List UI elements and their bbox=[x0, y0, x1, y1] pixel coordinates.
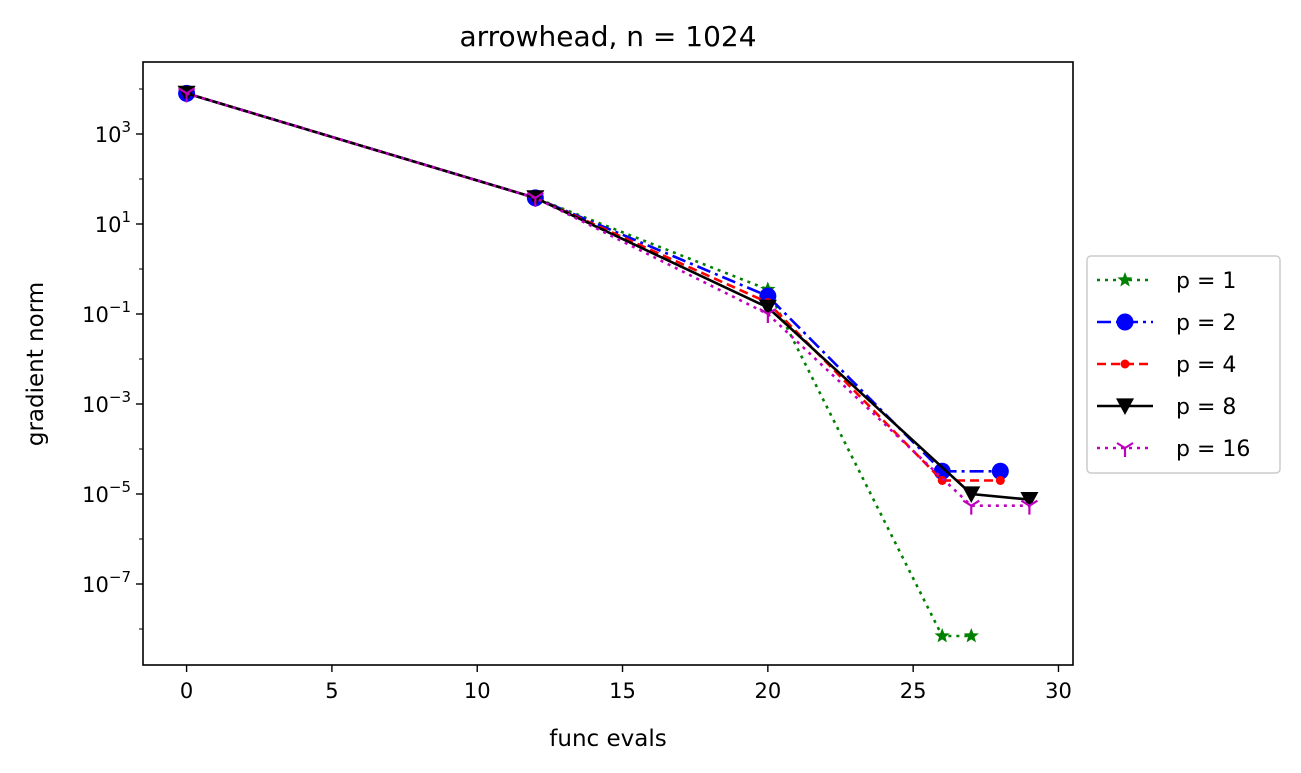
series-line bbox=[186, 92, 1030, 501]
legend-label: p = 16 bbox=[1176, 437, 1250, 462]
data-point bbox=[526, 191, 544, 207]
legend-item-1: p = 1 bbox=[1097, 269, 1236, 294]
y-axis: 103 101 10−1 10−3 10−5 10−7 bbox=[82, 88, 143, 630]
x-tick-label: 10 bbox=[464, 679, 491, 703]
data-point bbox=[934, 628, 950, 643]
series-line bbox=[186, 92, 1001, 482]
legend-label: p = 2 bbox=[1176, 311, 1236, 336]
x-tick-label: 5 bbox=[325, 679, 338, 703]
plot-area bbox=[177, 84, 1039, 643]
data-point bbox=[937, 475, 947, 485]
data-point bbox=[962, 499, 980, 515]
data-point bbox=[759, 308, 777, 323]
y-tick-label: 10−7 bbox=[82, 568, 131, 597]
y-tick-label: 103 bbox=[95, 118, 131, 147]
y-tick-label: 101 bbox=[95, 208, 131, 237]
legend-marker bbox=[1116, 313, 1134, 331]
x-tick-label: 15 bbox=[609, 679, 636, 703]
y-tick-label: 10−1 bbox=[82, 298, 131, 327]
series-5 bbox=[178, 87, 1038, 515]
series-3 bbox=[182, 88, 1005, 485]
series-line bbox=[186, 92, 972, 638]
x-axis-label: func evals bbox=[549, 726, 666, 752]
data-point bbox=[1020, 499, 1038, 515]
y-tick-label: 10−3 bbox=[82, 388, 131, 417]
data-point bbox=[1020, 491, 1039, 509]
legend-marker bbox=[1120, 359, 1130, 369]
x-tick-label: 0 bbox=[180, 679, 193, 703]
legend-item-5: p = 16 bbox=[1097, 437, 1250, 462]
x-tick-label: 30 bbox=[1045, 679, 1072, 703]
chart-title: arrowhead, n = 1024 bbox=[459, 20, 756, 53]
data-point bbox=[178, 87, 196, 103]
series-line bbox=[186, 92, 1030, 507]
series-1 bbox=[179, 85, 979, 643]
x-axis: 0 5 10 15 20 25 30 bbox=[180, 665, 1072, 703]
data-point bbox=[963, 628, 979, 643]
y-tick-label: 10−5 bbox=[82, 478, 131, 507]
legend-item-4: p = 8 bbox=[1097, 395, 1236, 420]
legend-marker bbox=[1116, 442, 1134, 457]
legend: p = 1 p = 2 p = 4 p = 8 p = 16 bbox=[1086, 255, 1281, 474]
legend-label: p = 8 bbox=[1176, 395, 1236, 420]
y-axis-label: gradient norm bbox=[23, 282, 49, 446]
data-point bbox=[995, 475, 1005, 485]
x-tick-label: 20 bbox=[754, 679, 781, 703]
data-point bbox=[962, 486, 981, 503]
legend-marker bbox=[1117, 272, 1133, 287]
legend-label: p = 1 bbox=[1176, 269, 1236, 294]
legend-marker bbox=[1116, 398, 1134, 415]
plot-frame bbox=[142, 61, 1074, 666]
legend-item-3: p = 4 bbox=[1097, 353, 1236, 378]
data-point bbox=[991, 462, 1009, 480]
legend-label: p = 4 bbox=[1176, 353, 1236, 378]
legend-item-2: p = 2 bbox=[1097, 311, 1236, 336]
x-tick-label: 25 bbox=[900, 679, 927, 703]
legend-frame bbox=[1086, 255, 1281, 474]
data-point bbox=[758, 299, 777, 317]
